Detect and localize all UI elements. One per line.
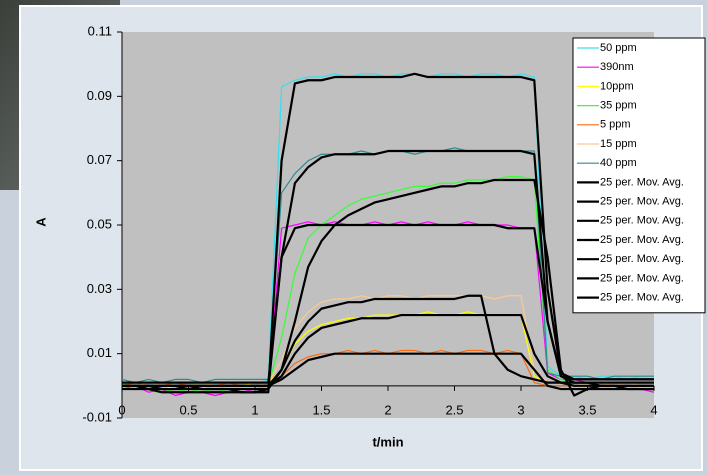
moving-average-line — [122, 149, 654, 384]
y-tick-label: 0.03 — [87, 281, 112, 296]
y-tick-label: -0.01 — [82, 409, 112, 424]
y-tick-label: 0.01 — [87, 345, 112, 360]
y-tick-label: 0.07 — [87, 152, 112, 167]
legend-label: 10ppm — [600, 80, 634, 92]
legend-label: 25 per. Mov. Avg. — [600, 196, 684, 208]
legend-box — [572, 37, 706, 314]
y-tick-label: 0.11 — [88, 23, 112, 38]
x-axis-title: t/min — [372, 434, 403, 449]
x-tick-label: 3 — [517, 402, 524, 417]
x-tick-label: 1.5 — [312, 402, 330, 417]
x-tick-label: 1 — [251, 402, 258, 417]
legend-label: 25 per. Mov. Avg. — [600, 215, 684, 227]
legend-label: 40 ppm — [600, 157, 637, 169]
legend-label: 25 per. Mov. Avg. — [600, 253, 684, 265]
y-tick-label: 0.05 — [87, 216, 112, 231]
moving-average-line — [122, 294, 654, 387]
legend-label: 35 ppm — [600, 100, 637, 112]
legend-label: 25 per. Mov. Avg. — [600, 234, 684, 246]
legend-label: 390nm — [600, 61, 634, 73]
legend-label: 15 ppm — [600, 138, 637, 150]
x-tick-label: 4 — [650, 402, 657, 417]
x-tick-label: 0.5 — [179, 402, 197, 417]
legend: 50 ppm 390nm 10ppm 35 ppm 5 ppm 15 ppm 40 ppm 2… — [572, 37, 706, 314]
x-tick-label: 3.5 — [578, 402, 596, 417]
x-tick-label: 0 — [118, 402, 125, 417]
legend-label: 5 ppm — [600, 119, 631, 131]
legend-label: 25 per. Mov. Avg. — [600, 292, 684, 304]
legend-label: 50 ppm — [600, 42, 637, 54]
legend-label: 25 per. Mov. Avg. — [600, 272, 684, 284]
x-tick-label: 2 — [384, 402, 391, 417]
legend-label: 25 per. Mov. Avg. — [600, 176, 684, 188]
y-axis-title: A — [33, 217, 48, 227]
x-tick-label: 2.5 — [445, 402, 463, 417]
y-tick-label: 0.09 — [87, 88, 112, 103]
